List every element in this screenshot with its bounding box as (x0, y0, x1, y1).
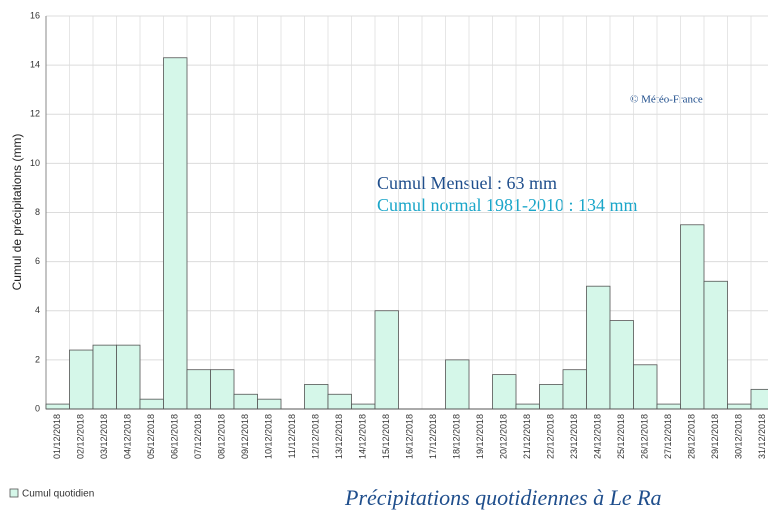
y-tick-label: 2 (35, 354, 40, 364)
x-tick-label: 07/12/2018 (193, 414, 203, 459)
bar (139, 398, 164, 410)
bar (186, 369, 211, 410)
y-tick-label: 12 (30, 109, 40, 119)
x-tick-label: 21/12/2018 (522, 414, 532, 459)
x-tick-label: 12/12/2018 (311, 414, 321, 459)
bar (45, 403, 70, 410)
x-tick-label: 30/12/2018 (734, 414, 744, 459)
bar (257, 398, 282, 410)
x-tick-label: 10/12/2018 (264, 414, 274, 459)
x-tick-label: 17/12/2018 (428, 414, 438, 459)
x-tick-label: 08/12/2018 (217, 414, 227, 459)
x-tick-label: 25/12/2018 (616, 414, 626, 459)
bar (233, 393, 258, 410)
legend-swatch (9, 488, 19, 498)
x-tick-label: 16/12/2018 (405, 414, 415, 459)
x-tick-label: 03/12/2018 (99, 414, 109, 459)
x-tick-label: 06/12/2018 (170, 414, 180, 459)
bar (492, 374, 517, 410)
bar (703, 280, 728, 410)
x-tick-label: 23/12/2018 (569, 414, 579, 459)
bar (586, 285, 611, 410)
x-tick-label: 04/12/2018 (123, 414, 133, 459)
normal-total: Cumul normal 1981-2010 : 134 mm (377, 195, 638, 215)
bar (609, 320, 634, 410)
bar (539, 384, 564, 410)
bar (562, 369, 587, 410)
x-tick-label: 18/12/2018 (452, 414, 462, 459)
bar (163, 57, 188, 410)
x-tick-label: 28/12/2018 (687, 414, 697, 459)
bar (515, 403, 540, 410)
x-tick-label: 29/12/2018 (710, 414, 720, 459)
x-tick-label: 27/12/2018 (663, 414, 673, 459)
copyright: © Météo-France (630, 94, 703, 106)
x-tick-label: 22/12/2018 (546, 414, 556, 459)
bar (633, 364, 658, 410)
x-tick-label: 26/12/2018 (640, 414, 650, 459)
y-tick-label: 16 (30, 10, 40, 20)
x-tick-label: 14/12/2018 (358, 414, 368, 459)
x-tick-label: 11/12/2018 (287, 414, 297, 458)
y-tick-label: 14 (30, 60, 40, 70)
y-tick-label: 6 (35, 256, 40, 266)
bar (304, 384, 329, 410)
y-tick-label: 0 (35, 403, 40, 413)
y-tick-label: 8 (35, 207, 40, 217)
x-tick-label: 02/12/2018 (76, 414, 86, 459)
x-tick-label: 13/12/2018 (334, 414, 344, 459)
bar (750, 388, 768, 410)
y-tick-label: 4 (35, 305, 40, 315)
bar (327, 393, 352, 410)
bar (727, 403, 752, 410)
bar (116, 344, 141, 410)
chart-title: Précipitations quotidiennes à Le Ra (344, 485, 662, 510)
bar (445, 359, 470, 410)
x-tick-label: 31/12/2018 (757, 414, 767, 459)
legend-label: Cumul quotidien (22, 489, 94, 500)
x-tick-label: 09/12/2018 (240, 414, 250, 459)
y-axis-label: Cumul de précipitations (mm) (10, 134, 24, 291)
x-tick-label: 19/12/2018 (475, 414, 485, 459)
x-tick-label: 05/12/2018 (146, 414, 156, 459)
x-tick-label: 01/12/2018 (52, 414, 62, 459)
bar (69, 349, 94, 410)
bar (374, 310, 399, 410)
bar (351, 403, 376, 410)
bar (210, 369, 235, 410)
x-tick-label: 20/12/2018 (499, 414, 509, 459)
bar (680, 224, 705, 410)
x-tick-label: 15/12/2018 (381, 414, 391, 459)
bar (92, 344, 117, 410)
monthly-total: Cumul Mensuel : 63 mm (377, 173, 557, 193)
y-tick-label: 10 (30, 158, 40, 168)
bar (656, 403, 681, 410)
x-tick-label: 24/12/2018 (593, 414, 603, 459)
